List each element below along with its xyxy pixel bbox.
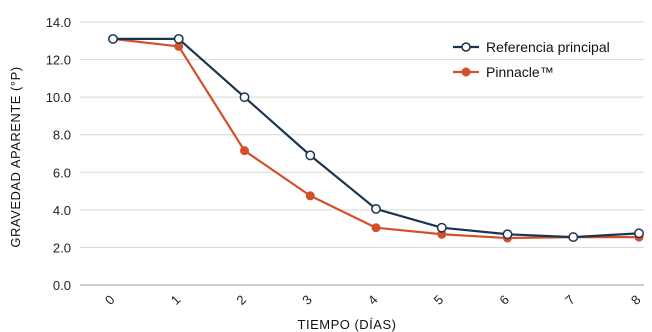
legend-swatch-marker — [461, 42, 471, 52]
y-tick-label: 6.0 — [53, 165, 71, 180]
y-tick-label: 14.0 — [46, 15, 71, 30]
x-tick-label: 7 — [562, 292, 578, 308]
data-point — [305, 191, 315, 201]
x-tick-label: 6 — [496, 292, 512, 308]
y-tick-label: 0.0 — [53, 278, 71, 293]
data-point — [371, 223, 381, 233]
y-tick-label: 2.0 — [53, 240, 71, 255]
data-point — [239, 92, 250, 103]
y-tick-label: 10.0 — [46, 90, 71, 105]
legend-label: Pinnacle™ — [486, 64, 554, 80]
y-tick-labels: 0.0 2.0 4.0 6.0 8.0 10.0 12.0 14.0 — [46, 15, 71, 293]
y-axis-title: GRAVEDAD APARENTE (°P) — [8, 66, 23, 247]
y-tick-label: 4.0 — [53, 203, 71, 218]
x-tick-label: 8 — [628, 292, 644, 308]
legend-swatch-marker — [461, 67, 471, 77]
x-tick-label: 5 — [431, 292, 447, 308]
data-point — [568, 232, 579, 243]
x-tick-labels: 0 1 2 3 4 5 6 7 8 — [102, 292, 644, 308]
data-point — [240, 146, 249, 156]
y-tick-label: 12.0 — [46, 53, 71, 68]
legend: Referencia principal Pinnacle™ — [453, 39, 610, 80]
grid-lines — [80, 21, 644, 286]
data-point — [108, 33, 118, 44]
series-layer — [108, 33, 644, 243]
x-axis-title: TIEMPO (DÍAS) — [298, 317, 397, 332]
data-point — [173, 33, 184, 44]
series-0 — [108, 33, 644, 243]
x-tick-label: 4 — [365, 292, 381, 308]
legend-label: Referencia principal — [486, 39, 610, 55]
x-tick-label: 2 — [233, 292, 249, 308]
x-tick-label: 0 — [102, 292, 118, 308]
x-tick-label: 3 — [299, 292, 315, 308]
data-point — [371, 203, 381, 214]
data-point — [634, 228, 644, 239]
y-tick-label: 8.0 — [53, 128, 71, 143]
x-tick-label: 1 — [168, 292, 184, 308]
data-point — [436, 222, 447, 233]
data-point — [305, 150, 316, 161]
data-point — [502, 229, 513, 240]
